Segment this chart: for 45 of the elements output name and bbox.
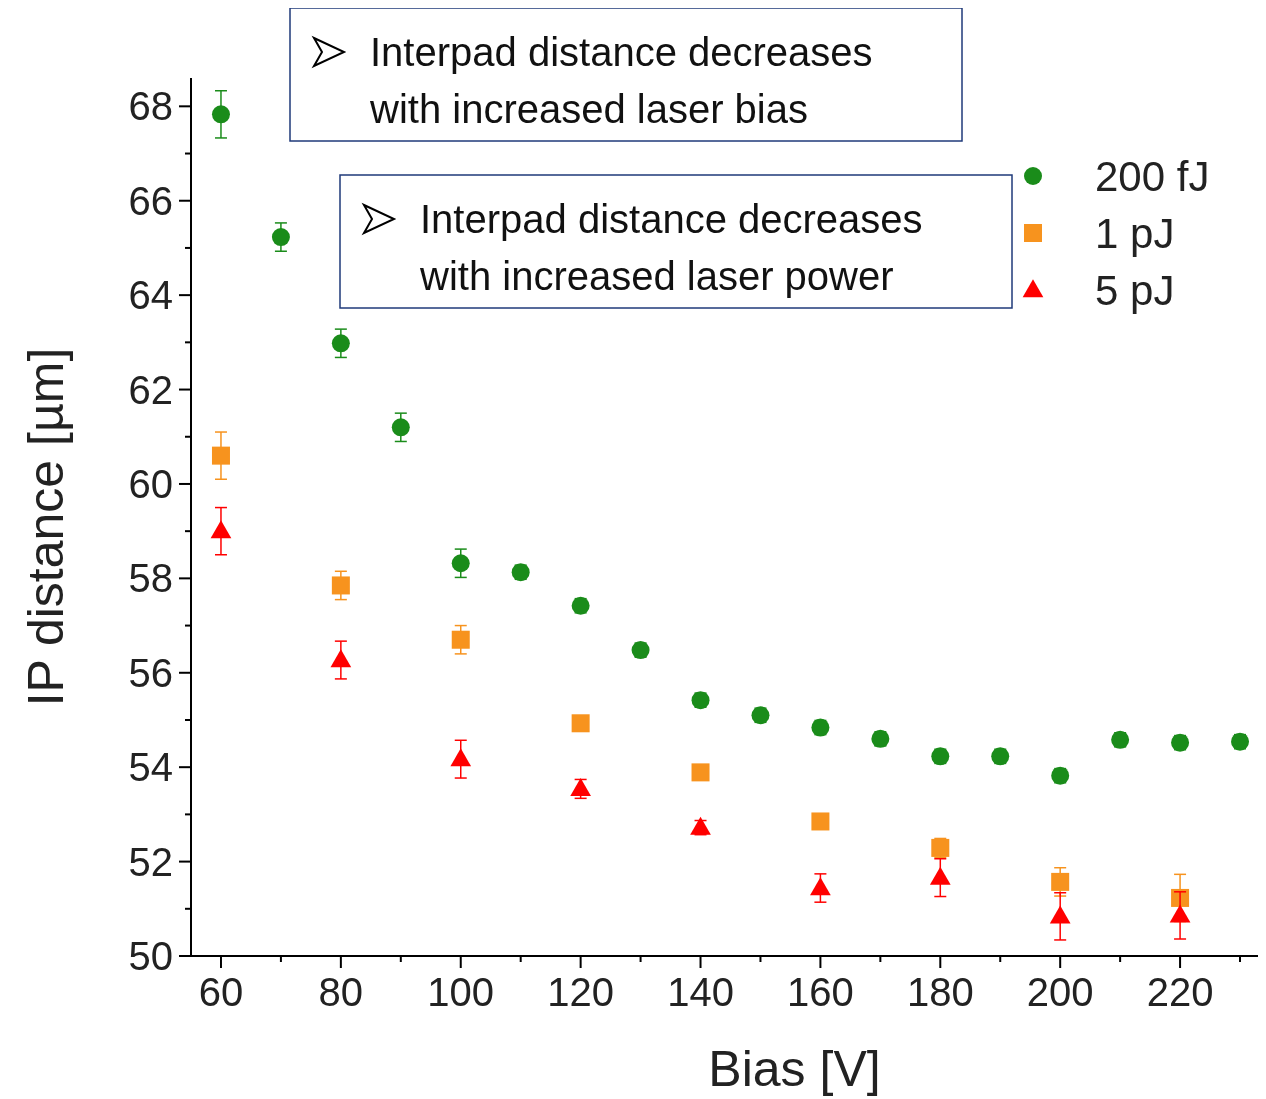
x-axis-title: Bias [V] — [708, 1041, 881, 1097]
x-tick-label: 220 — [1146, 970, 1214, 1014]
x-tick-label: 120 — [547, 970, 615, 1014]
legend-label: 200 fJ — [1095, 152, 1210, 200]
point — [210, 520, 232, 539]
point — [331, 576, 350, 595]
point — [691, 763, 710, 782]
x-tick-label: 100 — [427, 970, 495, 1014]
point — [929, 866, 951, 885]
y-tick-label: 52 — [128, 839, 173, 884]
y-tick-label: 66 — [128, 178, 173, 223]
point — [331, 334, 350, 353]
point — [211, 446, 230, 465]
point — [451, 630, 470, 649]
point — [391, 418, 410, 437]
x-tick-label: 160 — [787, 970, 854, 1014]
legend-label: 5 pJ — [1095, 266, 1175, 314]
y-tick-label: 56 — [128, 650, 173, 695]
y-tick-label: 58 — [128, 556, 173, 601]
y-axis-title: IP distance [µm] — [18, 347, 74, 707]
annotation: Interpad distance decreases with increased laser power — [419, 197, 923, 298]
point — [271, 228, 290, 247]
x-tick-label: 80 — [318, 970, 364, 1014]
point — [1049, 905, 1071, 924]
x-tick-label: 180 — [906, 970, 974, 1014]
legend-label: 1 pJ — [1095, 209, 1175, 257]
point — [1169, 904, 1191, 923]
y-tick-label: 64 — [128, 273, 173, 318]
point — [330, 649, 352, 668]
x-tick-label: 140 — [667, 970, 734, 1014]
point — [211, 105, 230, 124]
y-tick-label: 54 — [128, 745, 173, 790]
point — [450, 748, 472, 767]
x-tick-label: 60 — [198, 970, 244, 1014]
point — [811, 812, 830, 831]
y-tick-label: 50 — [128, 934, 173, 978]
y-tick-label: 68 — [128, 84, 173, 129]
x-tick-label: 200 — [1026, 970, 1094, 1014]
point — [810, 877, 831, 896]
y-tick-label: 62 — [128, 367, 173, 412]
point — [571, 714, 590, 733]
point — [451, 554, 470, 573]
point — [1051, 872, 1070, 891]
annotation: Interpad distance decreases with increased laser bias — [369, 30, 873, 131]
y-tick-label: 60 — [128, 461, 173, 506]
